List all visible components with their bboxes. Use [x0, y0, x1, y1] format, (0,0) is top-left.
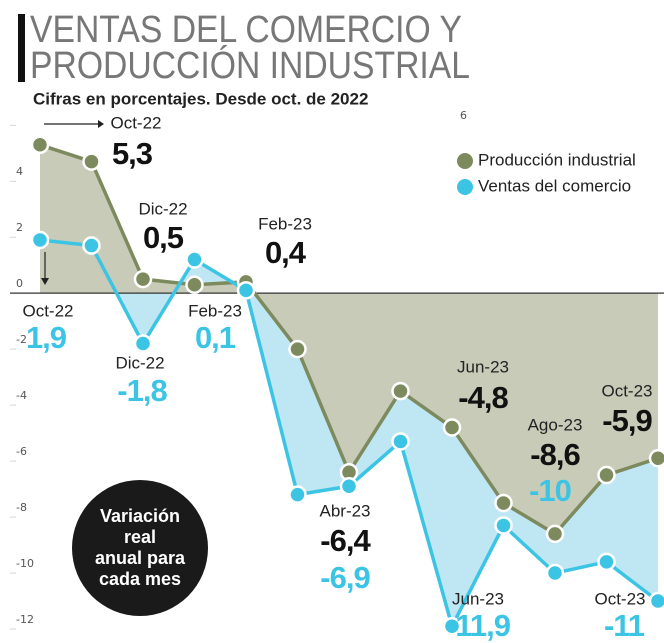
point — [494, 493, 513, 513]
date-label: Feb-23 — [258, 214, 312, 233]
arrow-head — [98, 120, 104, 128]
date-label: Oct-23 — [601, 381, 652, 400]
legend-label: Ventas del comercio — [478, 176, 631, 195]
date-label: Oct-22 — [110, 113, 161, 132]
point — [648, 449, 664, 468]
annotation-bubble — [72, 480, 208, 616]
data-label: -1,8 — [117, 373, 167, 408]
data-label: -11 — [604, 608, 645, 643]
date-label: Jun-23 — [457, 357, 509, 376]
data-label: 0,4 — [265, 235, 307, 270]
date-label: Jun-23 — [452, 589, 504, 608]
legend-marker — [457, 153, 473, 169]
data-label: -11,9 — [446, 608, 511, 643]
point — [30, 230, 50, 250]
point — [545, 563, 565, 583]
point — [82, 152, 101, 171]
point — [648, 591, 664, 611]
point — [133, 269, 153, 289]
annotation-text: anual para — [95, 548, 186, 568]
annotation-text: real — [124, 527, 156, 547]
point — [597, 465, 616, 485]
point — [442, 418, 462, 437]
point — [391, 381, 410, 401]
date-label: Oct-22 — [22, 301, 73, 320]
chart-title: PRODUCCIÓN INDUSTRIAL — [30, 44, 470, 87]
y-tick-label: -2 — [16, 333, 27, 346]
annotation-text: Variación — [100, 506, 180, 526]
data-label: -8,6 — [530, 437, 580, 472]
subtitle: Cifras en porcentajes. Desde oct. de 202… — [33, 89, 368, 108]
point — [288, 339, 307, 359]
point — [30, 135, 50, 155]
date-label: Dic-22 — [138, 199, 187, 218]
y-tick-label: -8 — [16, 501, 27, 514]
date-label: Dic-22 — [115, 353, 164, 372]
date-label: Feb-23 — [188, 301, 242, 320]
data-label: 1,9 — [26, 320, 67, 355]
point — [597, 552, 616, 572]
point — [494, 516, 513, 535]
point — [545, 524, 565, 544]
data-label: -5,9 — [602, 403, 652, 438]
y-tick-label: 2 — [16, 221, 23, 234]
data-label: 5,3 — [112, 136, 153, 171]
point — [133, 334, 153, 353]
data-label: -6,4 — [320, 523, 371, 558]
point — [236, 281, 256, 300]
legend-label: Producción industrial — [478, 150, 636, 169]
data-label: -10 — [529, 473, 571, 508]
date-label: Oct-23 — [594, 589, 645, 608]
point — [391, 432, 410, 451]
title-bar — [18, 14, 25, 82]
y-tick-label: -6 — [16, 445, 27, 458]
legend-marker — [457, 179, 473, 195]
y-tick-label: -10 — [16, 557, 34, 570]
date-label: Abr-23 — [319, 501, 370, 520]
data-label: -6,9 — [320, 560, 370, 595]
point — [442, 616, 462, 636]
data-label: -4,8 — [458, 380, 508, 415]
point — [185, 275, 204, 294]
point — [288, 485, 307, 504]
y-tick-label: 0 — [16, 277, 23, 290]
y-tick-label: 6 — [460, 109, 467, 122]
y-tick-label: -12 — [16, 613, 34, 626]
area — [40, 144, 658, 534]
annotation-text: cada mes — [99, 569, 181, 589]
point — [82, 236, 101, 255]
data-label: 0,5 — [143, 220, 184, 255]
data-label: 0,1 — [195, 320, 236, 355]
point — [185, 250, 204, 269]
point — [339, 477, 359, 496]
y-tick-label: 4 — [16, 165, 23, 178]
arrow-head — [41, 278, 49, 285]
date-label: Ago-23 — [528, 415, 583, 434]
chart-title: VENTAS DEL COMERCIO Y — [30, 9, 462, 51]
y-tick-label: -4 — [16, 389, 27, 402]
